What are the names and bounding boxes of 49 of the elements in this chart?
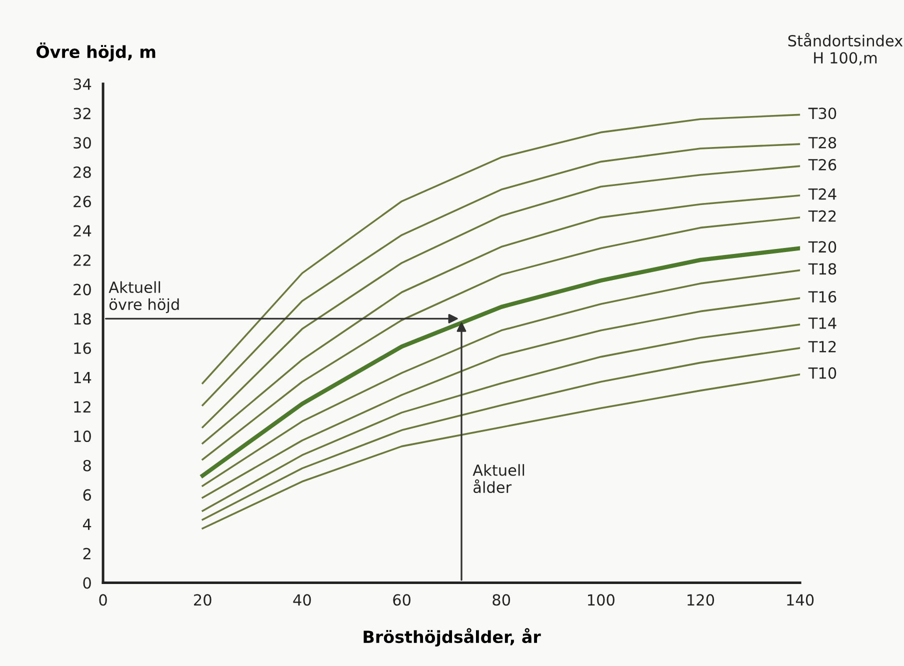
line-series <box>202 114 800 384</box>
series-label: T20 <box>808 241 836 253</box>
y-tick-label: 14 <box>74 372 92 384</box>
x-tick-label: 80 <box>492 594 510 606</box>
x-tick-label: 120 <box>688 594 714 606</box>
x-tick-label: 40 <box>293 594 311 606</box>
line-series <box>202 297 800 499</box>
y-tick-label: 20 <box>74 284 91 296</box>
y-tick-label: 4 <box>82 518 92 530</box>
x-tick-label: 140 <box>787 594 814 606</box>
series-label: T28 <box>808 136 836 148</box>
x-axis-title: Brösthöjdsålder, år <box>364 628 541 646</box>
legend-title: Ståndortsindex H 100,m <box>788 32 903 66</box>
y-tick-label: 22 <box>74 254 90 266</box>
x-tick-label: 20 <box>194 594 212 606</box>
line-series <box>202 347 800 521</box>
x-tick-label: 0 <box>99 594 107 606</box>
y-tick-label: 24 <box>74 225 92 236</box>
y-tick-label: 2 <box>83 548 90 560</box>
series-label: T10 <box>808 367 836 379</box>
y-tick-label: 26 <box>74 196 91 208</box>
annotation: Aktuell övre höjd <box>108 281 179 314</box>
y-tick-label: 16 <box>74 342 91 354</box>
annotation: Aktuell ålder <box>472 464 524 494</box>
y-tick-label: 30 <box>74 137 91 149</box>
series-label: T22 <box>808 210 836 222</box>
series-label: T26 <box>808 158 836 171</box>
y-tick-label: 32 <box>74 108 90 120</box>
line-series <box>202 143 800 406</box>
y-tick-label: 10 <box>74 430 91 442</box>
line-series <box>202 165 800 428</box>
series-label: T16 <box>808 291 836 303</box>
x-tick-label: 100 <box>588 594 614 606</box>
series-label: T18 <box>808 263 836 275</box>
series-label: T12 <box>808 340 836 352</box>
y-tick-label: 28 <box>74 166 91 178</box>
y-tick-label: 0 <box>83 577 91 589</box>
y-axis-title: Övre höjd, m <box>36 42 156 62</box>
line-series <box>202 324 800 512</box>
series-label: T14 <box>808 318 836 329</box>
line-series <box>202 374 800 530</box>
y-tick-label: 6 <box>83 489 91 501</box>
series-label: T30 <box>808 108 836 120</box>
y-tick-label: 8 <box>83 460 91 472</box>
y-tick-label: 12 <box>74 401 90 412</box>
y-tick-label: 34 <box>74 78 92 90</box>
y-tick-label: 18 <box>74 313 91 325</box>
series-label: T24 <box>808 188 836 200</box>
x-tick-label: 60 <box>393 594 410 606</box>
